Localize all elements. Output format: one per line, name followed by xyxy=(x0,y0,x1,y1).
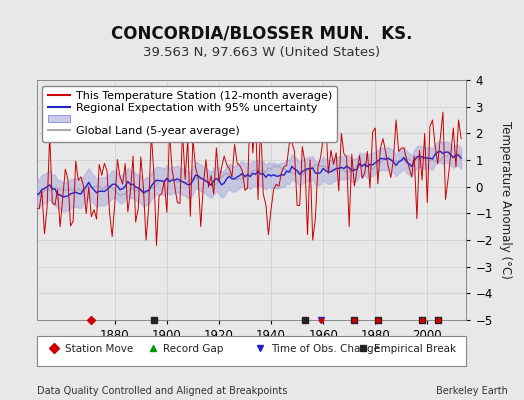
Legend: This Temperature Station (12-month average), Regional Expectation with 95% uncer: This Temperature Station (12-month avera… xyxy=(42,86,337,142)
Text: Record Gap: Record Gap xyxy=(163,344,224,354)
FancyBboxPatch shape xyxy=(37,336,466,366)
Y-axis label: Temperature Anomaly (°C): Temperature Anomaly (°C) xyxy=(499,121,512,279)
Text: Data Quality Controlled and Aligned at Breakpoints: Data Quality Controlled and Aligned at B… xyxy=(37,386,287,396)
Text: Station Move: Station Move xyxy=(64,344,133,354)
Text: Berkeley Earth: Berkeley Earth xyxy=(436,386,508,396)
Text: CONCORDIA/BLOSSER MUN.  KS.: CONCORDIA/BLOSSER MUN. KS. xyxy=(111,24,413,42)
Text: Empirical Break: Empirical Break xyxy=(374,344,456,354)
Text: Time of Obs. Change: Time of Obs. Change xyxy=(271,344,380,354)
Text: 39.563 N, 97.663 W (United States): 39.563 N, 97.663 W (United States) xyxy=(144,46,380,59)
